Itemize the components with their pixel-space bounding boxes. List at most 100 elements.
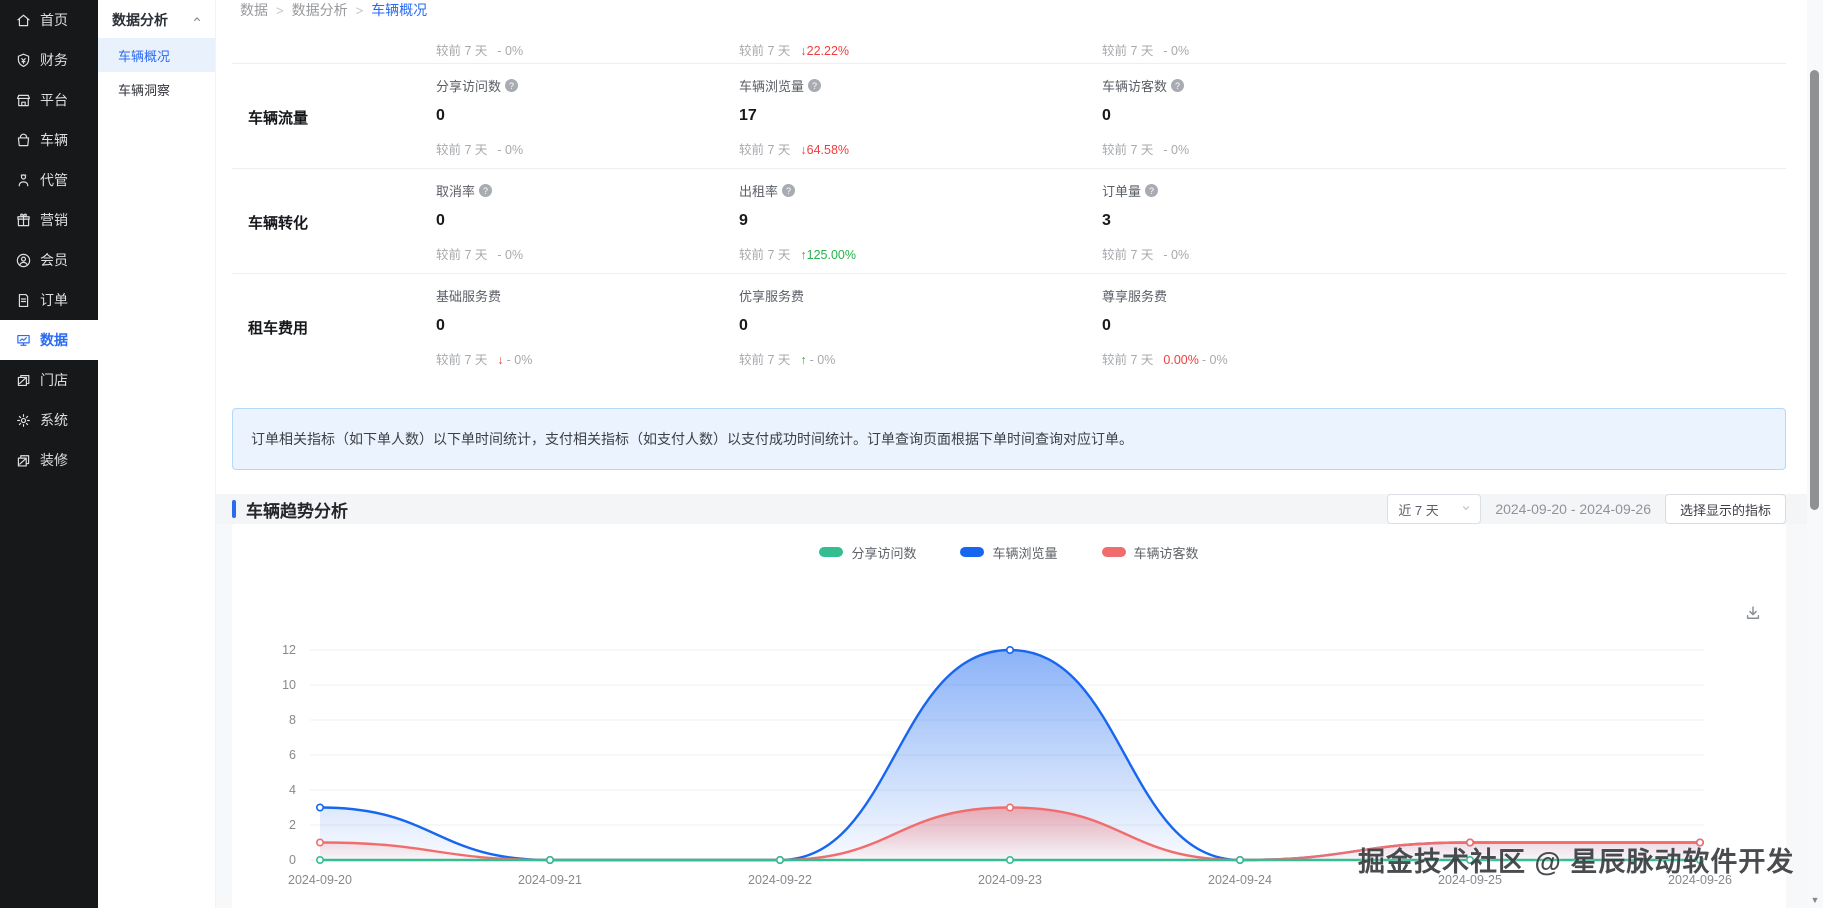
delta-vs-prev: 较前 7 天- 0% xyxy=(1102,248,1190,262)
chevron-down-icon xyxy=(1460,502,1472,517)
metric-value: 0 xyxy=(1102,317,1111,334)
svg-text:12: 12 xyxy=(282,643,296,657)
metric-cell: 较前 7 天- 0% xyxy=(436,26,739,59)
metric-row: 租车费用 基础服务费 0 较前 7 天 ↓ - 0% 优享服务费 0 较前 7 天 ↑ - 0% 尊享… xyxy=(232,273,1786,378)
breadcrumb: 数据 > 数据分析 > 车辆概况 xyxy=(216,0,1823,20)
metric-row: 车辆流量 分享访问数? 0 较前 7 天- 0% 车辆浏览量? 17 较前 7 天 ↓64.5… xyxy=(232,63,1786,168)
page-scrollbar[interactable]: ▼ xyxy=(1807,0,1823,908)
trend-controls: 近 7 天 2024-09-20 - 2024-09-26 选择显示的指标 xyxy=(1387,494,1786,524)
submenu-item-label: 车辆概况 xyxy=(118,48,171,64)
sidebar-item-data[interactable]: 数据 xyxy=(0,320,98,360)
metrics-table: 较前 7 天- 0% 较前 7 天 ↓22.22% 较前 7 天- 0% 车辆流量 分享访… xyxy=(232,20,1786,378)
scrollbar-thumb[interactable] xyxy=(1810,70,1819,510)
delta-vs-prev: 较前 7 天 ↑ - 0% xyxy=(739,353,836,367)
chevron-up-icon[interactable] xyxy=(191,12,203,28)
delta-vs-prev: 较前 7 天 ↓64.58% xyxy=(739,143,850,157)
help-icon[interactable]: ? xyxy=(782,184,796,197)
clipped-metric-row: 较前 7 天- 0% 较前 7 天 ↓22.22% 较前 7 天- 0% xyxy=(232,20,1786,63)
sidebar-item-label: 首页 xyxy=(40,12,68,28)
svg-text:2024-09-20: 2024-09-20 xyxy=(288,873,352,887)
legend-label: 分享访问数 xyxy=(851,545,917,561)
metric-cell: 优享服务费 0 较前 7 天 ↑ - 0% xyxy=(739,286,1102,368)
svg-text:2024-09-21: 2024-09-21 xyxy=(518,873,582,887)
delta-vs-prev: 较前 7 天- 0% xyxy=(1102,44,1190,58)
sidebar-item-order[interactable]: 订单 xyxy=(0,280,98,320)
legend-item-2[interactable]: 车辆访客数 xyxy=(1101,543,1199,562)
metric-cell: 较前 7 天- 0% xyxy=(1102,26,1786,59)
sidebar-item-label: 代管 xyxy=(40,172,68,188)
chart-legend: 分享访问数 车辆浏览量 车辆访客数 xyxy=(232,540,1786,564)
svg-text:2: 2 xyxy=(289,818,296,832)
metric-value: 9 xyxy=(739,212,748,229)
metric-cell: 取消率? 0 较前 7 天- 0% xyxy=(436,181,739,263)
sidebar-item-platform[interactable]: 平台 xyxy=(0,80,98,120)
help-icon[interactable]: ? xyxy=(479,184,493,197)
metric-cell: 尊享服务费 0 较前 7 天 0.00% - 0% xyxy=(1102,286,1786,368)
help-icon[interactable]: ? xyxy=(1171,79,1185,92)
legend-item-1[interactable]: 车辆浏览量 xyxy=(960,543,1058,562)
sidebar-item-home[interactable]: 首页 xyxy=(0,0,98,40)
delta-vs-prev: 较前 7 天 ↓ - 0% xyxy=(436,353,533,367)
sidebar-item-marketing[interactable]: 营销 xyxy=(0,200,98,240)
delta-vs-prev: 较前 7 天- 0% xyxy=(436,44,524,58)
metric-label: 优享服务费 xyxy=(739,289,805,304)
sidebar-item-agent[interactable]: 代管 xyxy=(0,160,98,200)
svg-text:10: 10 xyxy=(282,678,296,692)
submenu-item-0[interactable]: 车辆概况 xyxy=(98,38,215,72)
select-metrics-button[interactable]: 选择显示的指标 xyxy=(1664,494,1786,524)
metric-label: 基础服务费 xyxy=(436,289,502,304)
breadcrumb-separator: > xyxy=(355,2,364,18)
delta-vs-prev: 较前 7 天- 0% xyxy=(436,248,524,262)
breadcrumb-item-2: 车辆概况 xyxy=(371,2,428,18)
sidebar-item-decorate[interactable]: 装修 xyxy=(0,440,98,480)
date-range-select[interactable]: 近 7 天 xyxy=(1387,494,1482,524)
legend-label: 车辆浏览量 xyxy=(992,545,1058,561)
sidebar-item-label: 装修 xyxy=(40,452,68,468)
svg-text:4: 4 xyxy=(289,783,296,797)
breadcrumb-item-0[interactable]: 数据 xyxy=(240,2,268,18)
legend-item-0[interactable]: 分享访问数 xyxy=(819,543,916,562)
trend-chart-card: 分享访问数 车辆浏览量 车辆访客数 0 2 4 6 8 10 12 2024-09-20 2024-… xyxy=(232,524,1786,908)
sidebar-item-vehicle[interactable]: 车辆 xyxy=(0,120,98,160)
platform-icon xyxy=(16,94,31,106)
sidebar-item-label: 财务 xyxy=(40,52,68,68)
metric-group-label: 车辆流量 xyxy=(248,109,309,127)
shop-icon xyxy=(17,374,30,386)
sidebar-item-shop[interactable]: 门店 xyxy=(0,360,98,400)
help-icon[interactable]: ? xyxy=(1145,184,1159,197)
download-icon[interactable] xyxy=(1744,604,1762,622)
sidebar-item-label: 会员 xyxy=(40,252,68,268)
scrollbar-down-arrow[interactable]: ▼ xyxy=(1810,895,1820,905)
sidebar-item-system[interactable]: 系统 xyxy=(0,400,98,440)
agent-icon xyxy=(18,173,29,186)
system-icon xyxy=(17,413,30,427)
svg-text:0: 0 xyxy=(289,853,296,867)
sidebar-item-label: 车辆 xyxy=(40,132,68,148)
metric-label: 出租率? xyxy=(739,181,1102,200)
metric-label: 车辆浏览量? xyxy=(739,76,1102,95)
metric-label: 取消率? xyxy=(436,181,739,200)
delta-vs-prev: 较前 7 天 ↑125.00% xyxy=(739,248,857,262)
date-range-select-value: 近 7 天 xyxy=(1398,502,1439,518)
metric-value: 3 xyxy=(1102,212,1111,229)
help-icon[interactable]: ? xyxy=(808,79,822,92)
submenu-item-1[interactable]: 车辆洞察 xyxy=(98,72,215,106)
metric-cell: 订单量? 3 较前 7 天- 0% xyxy=(1102,181,1786,263)
sidebar-item-finance[interactable]: 财务 xyxy=(0,40,98,80)
submenu-item-label: 车辆洞察 xyxy=(118,82,171,98)
metric-value: 0 xyxy=(739,317,748,334)
submenu-header[interactable]: 数据分析 xyxy=(98,0,215,38)
help-icon[interactable]: ? xyxy=(505,79,519,92)
metric-value: 0 xyxy=(436,317,445,334)
main-area: 数据 > 数据分析 > 车辆概况 较前 7 天- 0% 较前 7 天 ↓22.22% 较前 7… xyxy=(216,0,1823,908)
svg-text:2024-09-26: 2024-09-26 xyxy=(1668,873,1732,887)
legend-swatch xyxy=(1101,547,1126,557)
metric-row: 车辆转化 取消率? 0 较前 7 天- 0% 出租率? 9 较前 7 天 ↑125.00% 订单… xyxy=(232,168,1786,273)
metric-group-label: 车辆转化 xyxy=(248,214,309,232)
notice-banner: 订单相关指标（如下单人数）以下单时间统计，支付相关指标（如支付人数）以支付成功时… xyxy=(232,408,1786,470)
metric-label: 车辆访客数? xyxy=(1102,76,1786,95)
breadcrumb-item-1[interactable]: 数据分析 xyxy=(291,2,348,18)
delta-vs-prev: 较前 7 天- 0% xyxy=(1102,143,1190,157)
svg-text:2024-09-24: 2024-09-24 xyxy=(1208,873,1272,887)
sidebar-item-member[interactable]: 会员 xyxy=(0,240,98,280)
